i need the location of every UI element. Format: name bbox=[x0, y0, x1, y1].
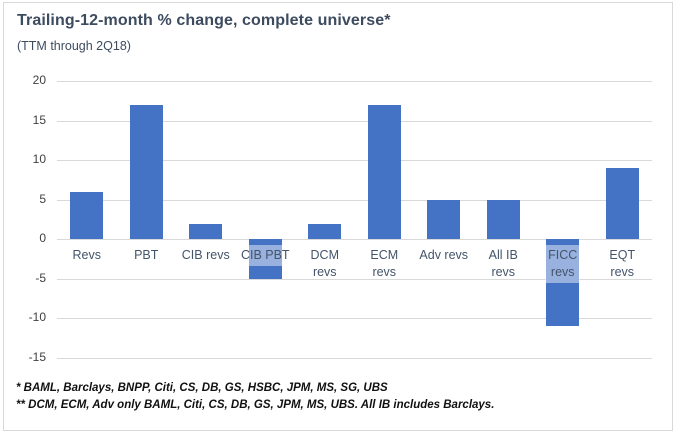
category-label: PBT bbox=[113, 245, 181, 266]
bar bbox=[189, 223, 223, 240]
category-label-text: FICC revs bbox=[545, 245, 581, 284]
chart-border-frame bbox=[3, 2, 673, 431]
chart-title: Trailing-12-month % change, complete uni… bbox=[17, 12, 391, 29]
category-label-text: All IB revs bbox=[488, 248, 518, 280]
y-axis-tick-label: -5 bbox=[35, 270, 46, 285]
bar bbox=[367, 104, 401, 240]
gridline bbox=[57, 358, 652, 359]
category-label: FICC revs bbox=[529, 245, 597, 284]
y-axis-tick-label: 20 bbox=[32, 73, 46, 87]
category-label-text: PBT bbox=[134, 248, 159, 263]
gridline bbox=[57, 239, 652, 241]
gridline bbox=[57, 199, 652, 201]
bar bbox=[546, 239, 580, 327]
y-axis-tick-label: 10 bbox=[32, 152, 46, 167]
category-label-text: ECM revs bbox=[370, 248, 399, 280]
y-axis-tick-label: 15 bbox=[32, 112, 46, 127]
footnote-line-1: * BAML, Barclays, BNPP, Citi, CS, DB, GS… bbox=[16, 382, 388, 394]
y-axis-tick-label: 0 bbox=[39, 231, 46, 246]
y-axis-tick-label: 5 bbox=[39, 191, 46, 206]
category-label: DCM revs bbox=[291, 245, 359, 283]
category-label-text: Adv revs bbox=[419, 248, 469, 263]
bar bbox=[605, 168, 639, 240]
bar bbox=[427, 199, 461, 240]
gridline bbox=[57, 318, 652, 320]
category-label: Adv revs bbox=[410, 245, 478, 266]
bar bbox=[70, 191, 104, 240]
footnotes: * BAML, Barclays, BNPP, Citi, CS, DB, GS… bbox=[16, 380, 494, 414]
category-label-text: Revs bbox=[72, 248, 101, 263]
category-label: Revs bbox=[53, 245, 121, 266]
bar bbox=[486, 199, 520, 240]
y-axis-tick-label: -15 bbox=[28, 350, 46, 364]
footnote-line-2: ** DCM, ECM, Adv only BAML, Citi, CS, DB… bbox=[16, 399, 495, 411]
bar bbox=[129, 104, 163, 240]
category-label-text: DCM revs bbox=[310, 248, 339, 280]
bar bbox=[308, 223, 342, 240]
category-label: EQT revs bbox=[589, 245, 657, 283]
category-label: CIB revs bbox=[172, 245, 240, 266]
gridline bbox=[57, 278, 652, 280]
category-label-text: CIB revs bbox=[181, 248, 230, 263]
category-label: ECM revs bbox=[351, 245, 419, 283]
category-label-text: EQT revs bbox=[609, 248, 636, 280]
gridline bbox=[57, 160, 652, 162]
category-label-text: CIB PBT bbox=[237, 245, 293, 267]
category-label: CIB PBT bbox=[232, 245, 300, 267]
category-label: All IB revs bbox=[470, 245, 538, 283]
chart-subtitle: (TTM through 2Q18) bbox=[17, 39, 131, 53]
gridline bbox=[57, 81, 652, 82]
gridline bbox=[57, 120, 652, 122]
y-axis-tick-label: -10 bbox=[28, 310, 46, 325]
bar bbox=[248, 239, 282, 279]
